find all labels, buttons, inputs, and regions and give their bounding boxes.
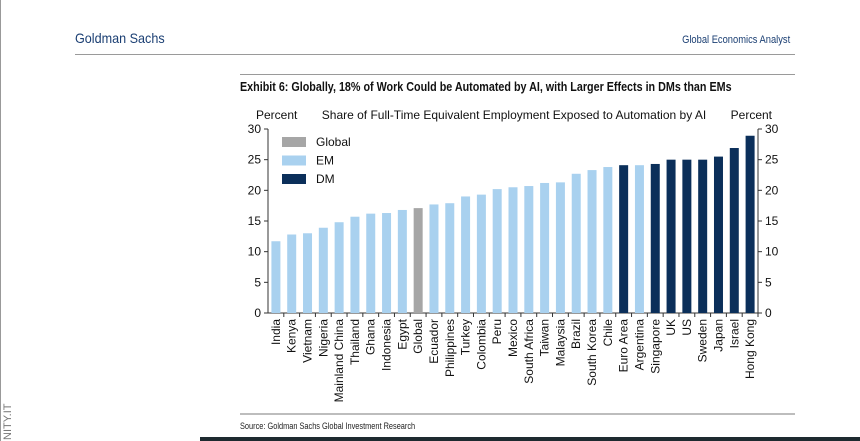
y-tick-label-left: 25 [248, 153, 262, 167]
x-tick-label: Mexico [506, 319, 520, 357]
y-tick-label-right: 5 [765, 275, 772, 289]
x-tick-label: Colombia [474, 319, 488, 370]
bar-taiwan [540, 182, 550, 313]
bar-thailand [350, 216, 360, 313]
x-tick-label: Vietnam [301, 319, 315, 363]
y-tick-label-left: 20 [248, 183, 262, 197]
x-tick-label: Global [411, 319, 425, 354]
bar-global [413, 208, 423, 313]
chart-title: Share of Full-Time Equivalent Employment… [322, 108, 706, 122]
x-tick-label: Turkey [459, 319, 473, 355]
bar-ghana [366, 213, 376, 313]
y-tick-label-right: 15 [765, 214, 779, 228]
x-tick-label: Nigeria [316, 319, 330, 357]
bar-chile [603, 167, 613, 313]
y-tick-label-right: 0 [765, 306, 772, 320]
x-tick-label: Israel [727, 319, 741, 348]
bar-egypt [397, 209, 407, 313]
y-tick-label-left: 15 [248, 214, 262, 228]
legend-label-dm: DM [316, 172, 335, 186]
legend-label-global: Global [316, 135, 351, 149]
x-tick-label: Euro Area [617, 319, 631, 373]
x-tick-label: Kenya [285, 319, 299, 353]
source-note: Source: Goldman Sachs Global Investment … [240, 421, 416, 431]
publication-name: Global Economics Analyst [681, 34, 790, 46]
y-tick-label-left: 10 [248, 245, 262, 259]
bar-malaysia [555, 182, 565, 313]
y-tick-label-left: 0 [254, 306, 261, 320]
x-tick-label: Taiwan [538, 319, 552, 356]
bar-india [271, 241, 281, 313]
x-tick-label: India [269, 319, 283, 345]
bar-sweden [698, 159, 708, 313]
legend-label-em: EM [316, 154, 334, 168]
legend-swatch-em [282, 155, 306, 166]
bar-mainland-china [334, 222, 344, 313]
x-tick-label: Indonesia [380, 319, 394, 371]
y-tick-label-left: 30 [248, 122, 262, 136]
y-tick-label-right: 25 [765, 153, 779, 167]
y-axis-label-right: Percent [731, 108, 773, 122]
x-tick-label: Chile [601, 319, 615, 347]
y-tick-label-right: 10 [765, 245, 779, 259]
brand-name: Goldman Sachs [75, 30, 165, 46]
legend-swatch-global [282, 137, 306, 147]
bar-peru [492, 189, 502, 313]
bar-argentina [634, 165, 644, 313]
bar-brazil [571, 173, 581, 313]
bar-south-africa [524, 186, 534, 313]
x-tick-label: Peru [490, 319, 504, 344]
x-tick-label: Malaysia [553, 319, 567, 367]
x-tick-label: US [680, 319, 694, 336]
x-tick-label: South Korea [585, 319, 599, 386]
x-tick-label: Sweden [696, 319, 710, 362]
legend-swatch-dm [282, 174, 306, 184]
y-axis-label-left: Percent [256, 108, 298, 122]
bar-vietnam [303, 233, 313, 313]
bar-israel [729, 148, 739, 313]
bottom-bar [200, 437, 860, 441]
exhibit-rule [240, 74, 795, 75]
bar-uk [666, 159, 676, 313]
x-tick-label: Singapore [648, 319, 662, 374]
x-tick-label: Mainland China [332, 319, 346, 403]
bar-singapore [650, 163, 660, 313]
bar-philippines [445, 203, 455, 313]
x-tick-label: Japan [711, 319, 725, 352]
bar-mexico [508, 187, 518, 313]
header-rule [75, 54, 795, 55]
source-rule [240, 413, 795, 415]
bar-turkey [461, 196, 471, 313]
x-tick-label: Hong Kong [743, 319, 757, 379]
bar-kenya [287, 234, 297, 313]
bar-south-korea [587, 170, 597, 313]
bar-colombia [476, 194, 486, 313]
y-tick-label-right: 20 [765, 183, 779, 197]
x-tick-label: Philippines [443, 319, 457, 377]
x-tick-label: Thailand [348, 319, 362, 365]
x-tick-label: Ecuador [427, 319, 441, 364]
x-tick-label: Egypt [395, 318, 409, 349]
x-tick-label: Ghana [364, 319, 378, 355]
bar-ecuador [429, 204, 439, 313]
bar-nigeria [318, 227, 328, 313]
page-edge [0, 0, 1, 441]
exhibit-title: Exhibit 6: Globally, 18% of Work Could b… [240, 80, 732, 94]
x-tick-label: South Africa [522, 319, 536, 384]
bar-japan [713, 156, 723, 313]
bar-us [682, 159, 692, 313]
y-tick-label-left: 5 [254, 275, 261, 289]
x-tick-label: UK [664, 319, 678, 336]
x-tick-label: Argentina [632, 319, 646, 371]
bar-indonesia [382, 213, 392, 313]
bar-euro-area [619, 165, 629, 313]
bar-hong-kong [745, 135, 755, 313]
y-tick-label-right: 30 [765, 122, 779, 136]
x-tick-label: Brazil [569, 319, 583, 349]
